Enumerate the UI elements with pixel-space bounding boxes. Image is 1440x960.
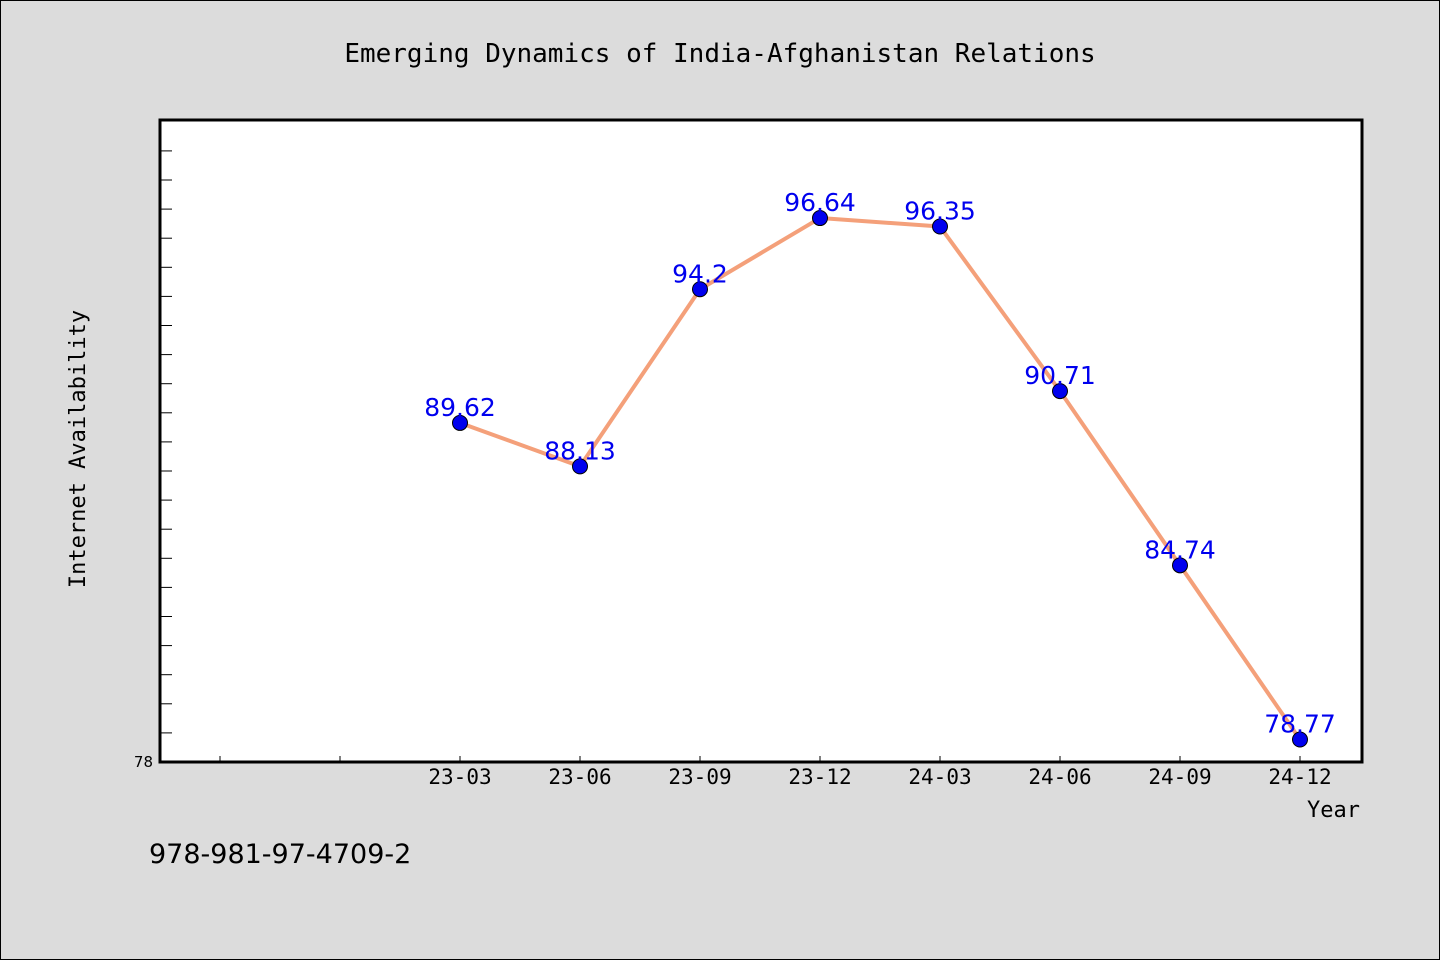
series-layer: 89.62 88.13 94.2 96.64 96.35 90.71 84.74 78.77 xyxy=(424,188,1336,748)
data-label: 90.71 xyxy=(1024,361,1096,390)
x-tick-label: 23-06 xyxy=(548,765,611,789)
data-label: 96.64 xyxy=(784,188,856,217)
data-point xyxy=(452,414,468,431)
y-axis-ticks xyxy=(160,150,172,734)
x-tick-label: 24-06 xyxy=(1028,765,1091,789)
data-label: 89.62 xyxy=(424,393,496,422)
data-point xyxy=(692,281,708,298)
chart-title: Emerging Dynamics of India-Afghanistan R… xyxy=(344,39,1095,69)
x-tick-label: 24-12 xyxy=(1268,765,1331,789)
x-tick-labels: 23-03 23-06 23-09 23-12 24-03 24-06 24-09 24-12 xyxy=(428,765,1331,789)
data-point xyxy=(1052,383,1068,400)
y-axis-title: Internet Availability xyxy=(66,310,91,588)
y-tick-label: 78 xyxy=(134,753,153,771)
plot-area xyxy=(158,118,1364,764)
data-label: 84.74 xyxy=(1144,535,1216,564)
x-tick-label: 23-09 xyxy=(668,765,731,789)
data-point xyxy=(572,458,588,475)
x-axis-title: Year xyxy=(1307,798,1360,823)
series-line xyxy=(458,216,1302,742)
data-label: 96.35 xyxy=(904,197,976,226)
data-point xyxy=(932,218,948,235)
data-point xyxy=(1172,557,1188,574)
data-point xyxy=(812,210,828,227)
data-point xyxy=(1292,731,1308,748)
data-label: 94.2 xyxy=(672,259,728,288)
data-label: 78.77 xyxy=(1264,710,1336,739)
x-tick-label: 23-12 xyxy=(788,765,851,789)
data-label: 88.13 xyxy=(544,436,616,465)
isbn-footer: 978-981-97-4709-2 xyxy=(149,839,411,870)
x-tick-label: 23-03 xyxy=(428,765,491,789)
x-tick-label: 24-09 xyxy=(1148,765,1211,789)
x-tick-label: 24-03 xyxy=(908,765,971,789)
x-axis-ticks xyxy=(219,756,1301,762)
